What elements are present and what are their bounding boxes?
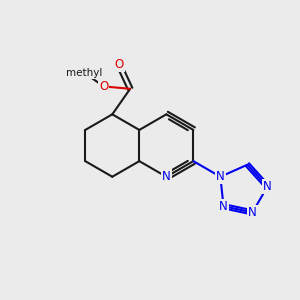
Text: O: O — [99, 80, 108, 93]
Text: N: N — [263, 180, 272, 193]
Text: N: N — [219, 200, 228, 213]
Text: N: N — [162, 170, 171, 183]
Text: N: N — [216, 170, 225, 183]
Text: O: O — [114, 58, 124, 71]
Text: N: N — [248, 206, 257, 219]
Text: methyl: methyl — [66, 68, 103, 78]
